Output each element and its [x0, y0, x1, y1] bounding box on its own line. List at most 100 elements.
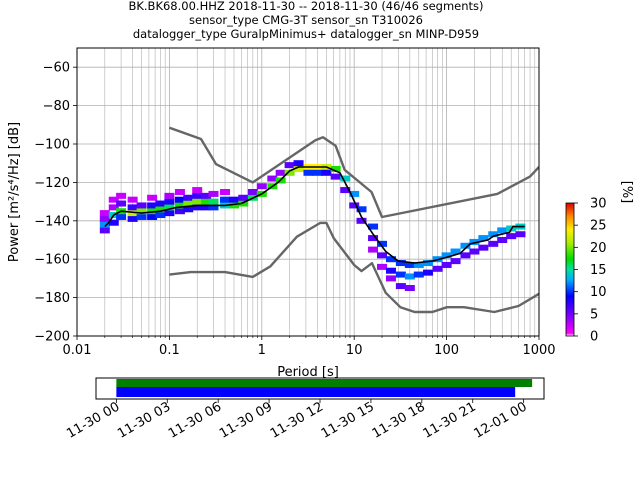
x-tick-label: 1 — [258, 343, 266, 358]
x-axis-ticks: 0.01 0.1 1 10 100 1000 — [63, 336, 556, 358]
density-cell — [330, 165, 341, 172]
density-cell — [377, 240, 388, 247]
density-cell — [116, 200, 127, 207]
density-cell — [164, 192, 175, 199]
density-cell — [488, 240, 499, 247]
density-cell — [155, 206, 166, 213]
colorbar: 0 5 10 15 20 25 30 [%] — [565, 181, 634, 345]
density-cell — [469, 238, 480, 245]
density-cell — [312, 169, 323, 176]
time-tick-label: 11-30 12 — [268, 399, 326, 441]
colorbar-label: [%] — [619, 181, 634, 204]
density-cell — [377, 252, 388, 259]
density-cell — [174, 208, 185, 215]
y-axis-label: Power [m²/s⁴/Hz] [dB] — [7, 122, 22, 262]
density-cell — [321, 169, 332, 176]
title-line-3: datalogger_type GuralpMinimus+ datalogge… — [133, 27, 479, 41]
density-cell — [127, 215, 138, 222]
density-cell — [413, 271, 424, 278]
density-cell — [497, 227, 508, 234]
series-new-high-noise-model — [168, 126, 539, 219]
y-axis-ticks: −60 −80 −100 −120 −140 −160 −180 −200 — [34, 61, 77, 345]
density-cell — [385, 275, 396, 282]
density-cell — [395, 283, 406, 290]
density-cell — [506, 233, 517, 240]
density-cell — [450, 248, 461, 255]
title-line-1: BK.BK68.00.HHZ 2018-11-30 -- 2018-11-30 … — [128, 0, 483, 13]
time-tick-label: 11-30 00 — [64, 399, 122, 441]
density-cell — [413, 261, 424, 268]
x-tick-label: 0.1 — [159, 343, 180, 358]
density-cell — [478, 244, 489, 251]
density-cell — [174, 189, 185, 195]
density-cell — [368, 235, 379, 242]
density-cell — [155, 200, 166, 207]
density-cell — [108, 219, 119, 226]
density-cell — [303, 169, 314, 176]
density-cell — [293, 165, 304, 172]
density-cell — [368, 223, 379, 230]
density-cell — [349, 202, 360, 209]
density-cell — [356, 206, 367, 213]
density-cell — [136, 213, 147, 220]
noise-model-lines — [104, 126, 539, 314]
density-cell — [469, 248, 480, 255]
density-cell — [478, 235, 489, 242]
density-cell — [127, 196, 138, 203]
density-cell — [164, 210, 175, 217]
density-cell — [238, 200, 249, 207]
density-cell — [377, 263, 388, 270]
density-cell — [116, 192, 127, 199]
density-cell — [284, 162, 295, 169]
density-cell — [330, 173, 341, 180]
colorbar-tick-label: 10 — [590, 285, 607, 300]
series-new-low-noise-model — [169, 221, 539, 314]
x-tick-label: 0.01 — [63, 343, 92, 358]
density-cell — [201, 204, 212, 211]
density-cell — [267, 175, 278, 182]
y-tick-label: −180 — [34, 291, 70, 306]
density-cell — [284, 169, 295, 176]
density-cell — [488, 231, 499, 238]
density-cell — [460, 252, 471, 259]
density-cell — [155, 212, 166, 219]
density-cell — [220, 196, 231, 203]
y-tick-label: −120 — [34, 176, 70, 191]
density-cell — [192, 198, 203, 205]
colorbar-tick-label: 5 — [590, 307, 598, 322]
title-line-2: sensor_type CMG-3T sensor_sn T310026 — [189, 13, 423, 27]
density-cell — [208, 198, 219, 205]
density-cell — [147, 213, 158, 220]
density-cell — [256, 183, 267, 190]
plot-grid — [76, 48, 539, 337]
series-mode — [104, 166, 525, 264]
x-tick-label: 1000 — [522, 343, 555, 358]
y-tick-label: −60 — [43, 61, 70, 76]
density-cell — [385, 267, 396, 274]
density-cell — [238, 194, 249, 201]
density-cell — [395, 271, 406, 278]
density-cell — [228, 202, 239, 209]
x-tick-label: 10 — [346, 343, 363, 358]
density-cell — [136, 202, 147, 209]
density-cell — [164, 204, 175, 211]
density-cell — [432, 265, 443, 272]
time-tick-label: 11-30 09 — [217, 399, 275, 441]
y-tick-label: −80 — [43, 99, 70, 114]
coverage-psd-bar — [116, 387, 516, 397]
density-cell — [460, 242, 471, 249]
density-cell — [147, 208, 158, 215]
density-cell — [349, 190, 360, 197]
colorbar-ticks: 0 5 10 15 20 25 30 — [574, 197, 607, 345]
density-cell — [174, 202, 185, 209]
density-cell — [192, 187, 203, 194]
density-cell — [147, 194, 158, 201]
density-cell — [275, 169, 286, 176]
density-cell — [404, 273, 415, 280]
density-cell — [395, 260, 406, 267]
y-tick-label: −200 — [34, 330, 70, 345]
density-cell — [441, 261, 452, 268]
time-tick-label: 12-01 00 — [472, 399, 530, 441]
